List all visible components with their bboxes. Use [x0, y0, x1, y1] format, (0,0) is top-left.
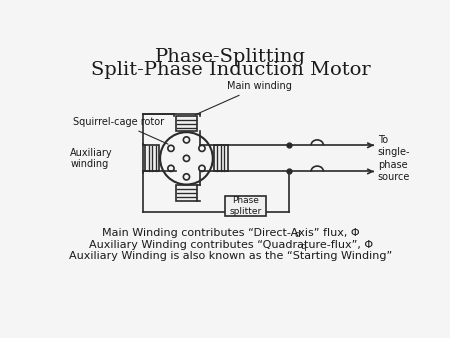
- Text: Phase
splitter: Phase splitter: [229, 196, 261, 216]
- Text: Auxiliary
winding: Auxiliary winding: [70, 148, 113, 169]
- Bar: [145, 145, 159, 171]
- Text: Phase-Splitting: Phase-Splitting: [155, 48, 306, 66]
- Text: q: q: [301, 242, 306, 251]
- Bar: [176, 185, 197, 201]
- Text: Auxiliary Winding is also known as the “Starting Winding”: Auxiliary Winding is also known as the “…: [69, 251, 392, 261]
- Text: To
single-
phase
source: To single- phase source: [378, 135, 410, 182]
- Text: Main Winding contributes “Direct-Axis” flux, Φ: Main Winding contributes “Direct-Axis” f…: [102, 228, 360, 238]
- Bar: [225, 196, 266, 216]
- Text: Squirrel-cage rotor: Squirrel-cage rotor: [73, 117, 168, 144]
- Text: Main winding: Main winding: [195, 81, 292, 115]
- Text: d: d: [294, 230, 300, 239]
- Bar: [176, 116, 197, 131]
- Text: Split-Phase Induction Motor: Split-Phase Induction Motor: [91, 61, 370, 78]
- Bar: [214, 145, 228, 171]
- Text: Auxiliary Winding contributes “Quadrature-flux”, Φ: Auxiliary Winding contributes “Quadratur…: [89, 240, 373, 249]
